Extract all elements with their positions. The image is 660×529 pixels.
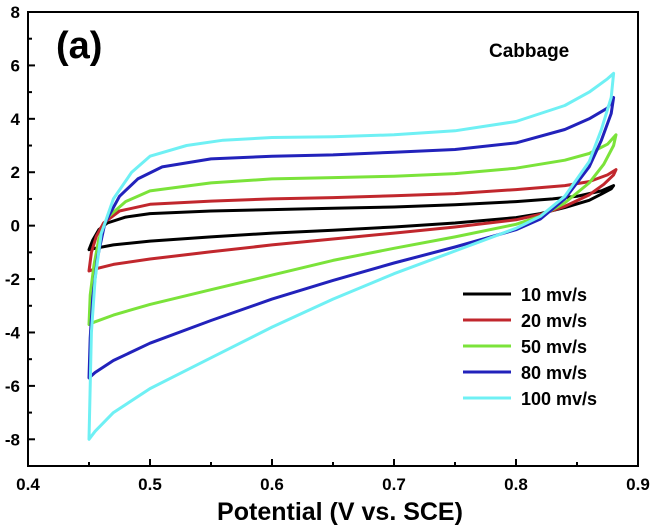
y-tick-label: -8 [5, 430, 20, 449]
x-axis-label: Potential (V vs. SCE) [217, 498, 463, 526]
annotation-cabbage: Cabbage [489, 41, 569, 62]
y-tick-label: -6 [5, 377, 20, 396]
series-line-0 [87, 184, 616, 252]
y-tick-label: 0 [11, 217, 20, 236]
legend-label-2: 50 mv/s [521, 337, 587, 357]
series-line-2 [87, 133, 618, 326]
y-tick-label: 4 [11, 110, 21, 129]
series-line-1 [87, 168, 618, 273]
x-tick-label: 0.6 [260, 475, 284, 494]
series-line-4 [87, 71, 616, 441]
legend: 10 mv/s 20 mv/s 50 mv/s 80 mv/s 100 mv/s [463, 285, 597, 409]
legend-label-4: 100 mv/s [521, 389, 597, 409]
x-tick-label: 0.8 [504, 475, 528, 494]
x-tick-label: 0.4 [16, 475, 40, 494]
legend-label-3: 80 mv/s [521, 363, 587, 383]
x-tick-label: 0.7 [382, 475, 406, 494]
y-tick-label: 8 [11, 3, 20, 22]
y-tick-label: -4 [5, 323, 21, 342]
x-tick-label: 0.9 [626, 475, 650, 494]
legend-label-1: 20 mv/s [521, 311, 587, 331]
series-layer [87, 71, 618, 441]
panel-label: (a) [56, 25, 102, 67]
y-tick-label: 2 [11, 163, 20, 182]
x-tick-label: 0.5 [138, 475, 162, 494]
legend-label-0: 10 mv/s [521, 285, 587, 305]
ticks-layer: 0.4 0.5 0.6 0.7 0.8 0.9 -8 -6 -4 -2 0 2 4 6 8 [5, 3, 650, 494]
y-tick-label: -2 [5, 270, 20, 289]
y-tick-label: 6 [11, 56, 20, 75]
